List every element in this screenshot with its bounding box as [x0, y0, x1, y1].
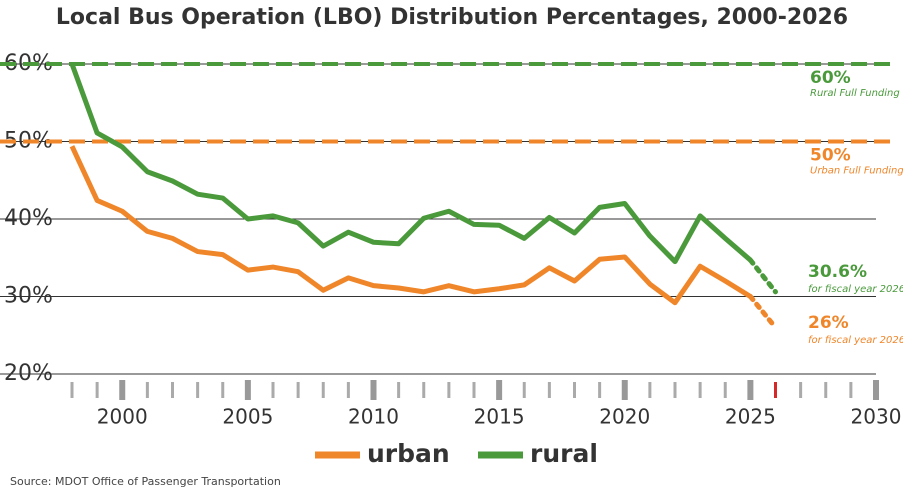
projection-line: [747, 257, 778, 295]
x-tick-label: 2000: [97, 405, 148, 429]
series-line: [69, 145, 752, 306]
reference-sublabel: Rural Full Funding: [810, 88, 900, 99]
x-tick-label: 2010: [348, 405, 399, 429]
x-tick-label: 2030: [851, 405, 902, 429]
reference-label: 60%: [810, 68, 851, 88]
reference-label: 50%: [810, 146, 851, 166]
annotation-sub: for fiscal year 2026: [808, 335, 903, 346]
annotation-sub: for fiscal year 2026: [808, 284, 903, 295]
y-tick-label: 30%: [4, 284, 53, 309]
legend-label: rural: [530, 439, 598, 468]
x-tick-label: 2025: [725, 405, 776, 429]
x-tick-label: 2020: [599, 405, 650, 429]
annotation: 30.6%: [808, 262, 867, 282]
chart-title: Local Bus Operation (LBO) Distribution P…: [56, 5, 848, 30]
source: Source: MDOT Office of Passenger Transpo…: [10, 475, 281, 488]
projection-line: [747, 294, 778, 330]
y-tick-label: 40%: [4, 206, 53, 231]
x-tick-label: 2015: [474, 405, 525, 429]
series-line: [69, 63, 753, 265]
annotation: 26%: [808, 313, 849, 333]
x-tick-label: 2005: [222, 405, 273, 429]
legend-label: urban: [367, 439, 450, 468]
y-tick-label: 20%: [4, 361, 53, 386]
reference-sublabel: Urban Full Funding: [810, 166, 903, 177]
